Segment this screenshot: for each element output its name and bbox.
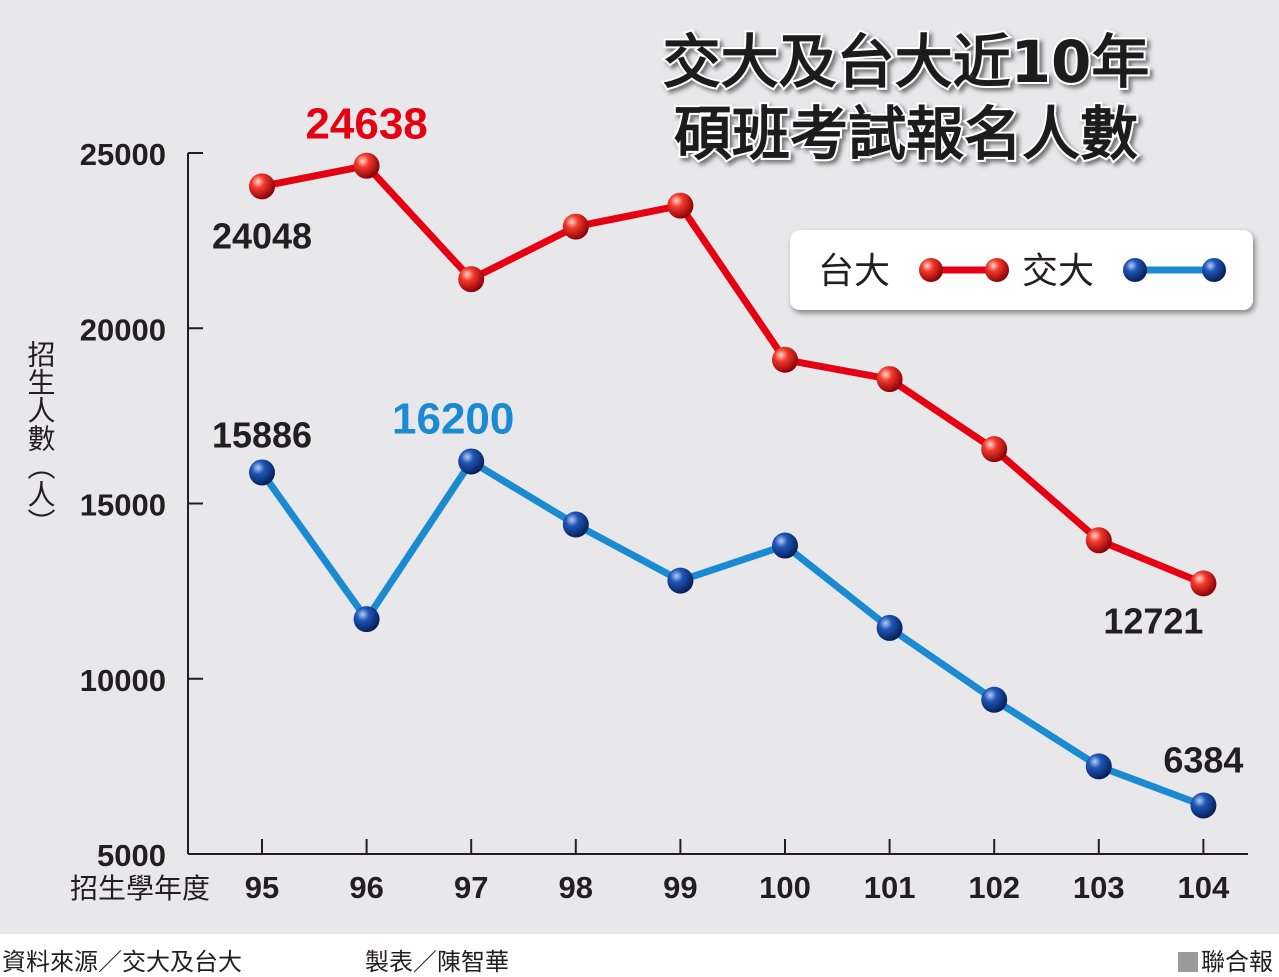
series-line-ntu [258, 162, 1207, 587]
x-tick-label: 97 [454, 870, 488, 905]
data-point-ntu [981, 436, 1008, 463]
data-point-ntu [667, 192, 694, 219]
data-point-ntu [249, 173, 275, 200]
brand-name: 聯合報 [1201, 948, 1273, 976]
legend-label-ntu: 台大 [818, 251, 890, 292]
data-point-ntu [353, 152, 380, 179]
y-tick-label: 5000 [97, 838, 166, 873]
data-point-ntu [772, 346, 798, 373]
x-tick-label: 99 [663, 870, 697, 905]
source-note: 資料來源／交大及台大 [2, 948, 242, 976]
data-point-nctu [772, 532, 798, 559]
x-tick-label: 104 [1178, 870, 1230, 905]
data-point-ntu [562, 213, 589, 240]
y-tick-label: 15000 [80, 488, 166, 523]
data-point-nctu [458, 448, 485, 475]
data-point-nctu [667, 567, 694, 594]
chart-background [0, 0, 1279, 934]
y-axis-label: 招生人數（人） [24, 340, 57, 536]
legend-marker-nctu-left [1123, 258, 1147, 282]
made-by-note: 製表／陳智華 [365, 948, 509, 976]
data-label: 15886 [212, 414, 312, 455]
x-tick-label: 100 [759, 870, 811, 905]
y-tick-label: 20000 [80, 312, 166, 347]
data-point-nctu [1190, 792, 1217, 819]
y-tick-label: 25000 [80, 137, 166, 172]
x-tick-label: 103 [1073, 870, 1125, 905]
chart-title-line-1: 交大及台大近10年 [663, 28, 1150, 96]
axes: 25000 20000 15000 10000 5000 95 96 97 98 99 100 10… [80, 137, 1248, 905]
data-point-ntu [1190, 570, 1217, 597]
data-point-nctu [353, 606, 380, 633]
chart-title: 交大及台大近10年 碩班考試報名人數 [661, 26, 1152, 170]
data-point-nctu [1085, 753, 1112, 780]
legend: 台大 交大 [790, 230, 1253, 310]
x-tick-label: 96 [349, 870, 383, 905]
data-label: 16200 [392, 394, 514, 443]
data-point-ntu [1085, 527, 1112, 554]
x-axis-label: 招生學年度 [70, 872, 210, 905]
data-point-nctu [249, 459, 275, 486]
data-label: 12721 [1103, 600, 1203, 641]
x-tick-label: 95 [245, 870, 279, 905]
brand-square-icon [1178, 952, 1198, 972]
data-point-nctu [562, 511, 589, 538]
x-tick-label: 102 [968, 870, 1020, 905]
legend-marker-nctu-right [1202, 258, 1226, 282]
data-point-nctu [876, 614, 903, 641]
data-label: 24638 [305, 100, 427, 149]
legend-box [790, 230, 1253, 310]
data-label: 24048 [212, 215, 312, 256]
data-point-ntu [876, 366, 903, 393]
x-tick-label: 98 [559, 870, 593, 905]
data-point-nctu [981, 686, 1008, 713]
chart-title-line-2: 碩班考試報名人數 [674, 100, 1138, 168]
y-tick-label: 10000 [80, 663, 166, 698]
series-line-nctu [258, 457, 1207, 809]
data-label: 6384 [1163, 739, 1243, 780]
legend-marker-ntu-right [985, 258, 1009, 282]
legend-label-nctu: 交大 [1022, 251, 1094, 292]
brand-mark: 聯合報 [1178, 942, 1273, 976]
x-tick-label: 101 [864, 870, 916, 905]
legend-marker-ntu-left [919, 258, 943, 282]
line-chart: 25000 20000 15000 10000 5000 95 96 97 98 99 100 10… [24, 26, 1253, 905]
data-point-ntu [458, 266, 485, 293]
